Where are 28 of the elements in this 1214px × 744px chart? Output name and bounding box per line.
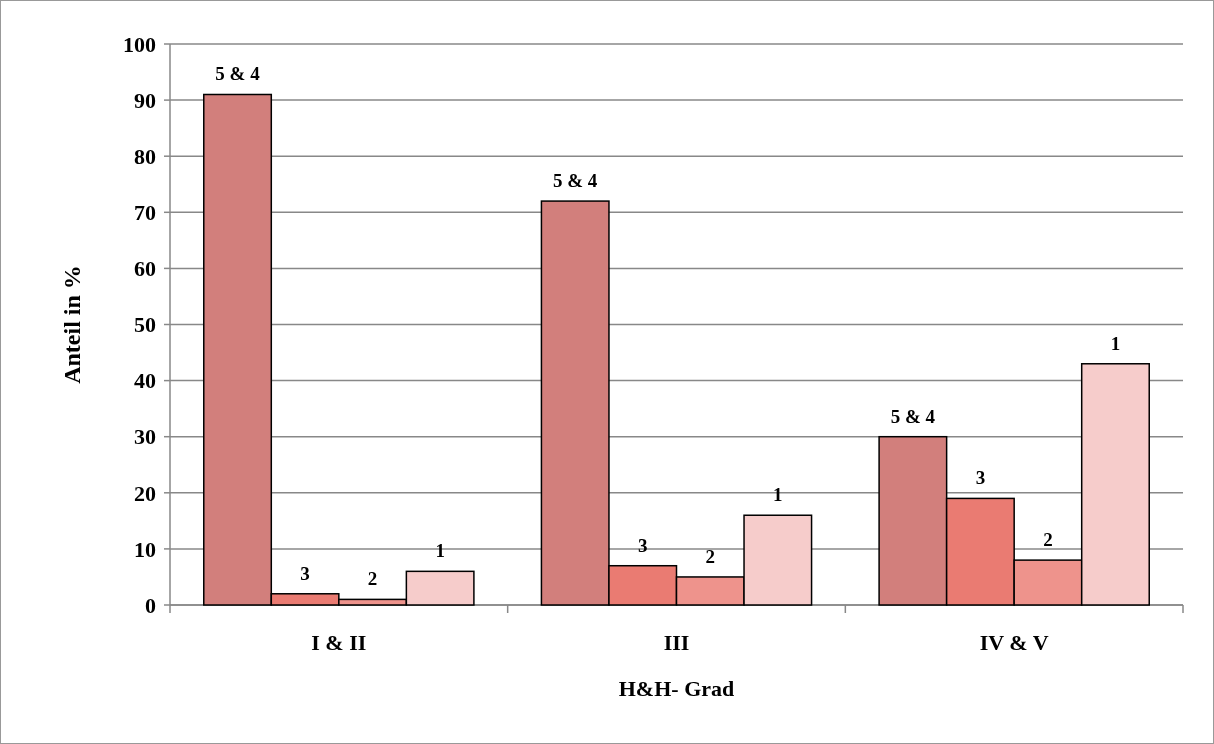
y-axis-title: Anteil in % (59, 265, 85, 384)
y-tick-label: 100 (123, 31, 156, 57)
y-tick-label: 30 (134, 424, 156, 450)
x-tick-label: I & II (311, 630, 367, 655)
text: 1 (1110, 332, 1121, 354)
y-tick-label: 40 (134, 368, 156, 394)
text: 5 & 4 (553, 170, 598, 192)
series-label: 5 & 4 (215, 63, 261, 85)
x-tick-label: IV & V (979, 630, 1049, 655)
y-tick-label: 60 (134, 256, 156, 282)
text: 2 (1043, 529, 1053, 551)
y-tick-label: 70 (134, 200, 156, 225)
y-tick-label: 10 (134, 536, 156, 562)
text: 3 (975, 467, 986, 489)
text: 3 (637, 534, 648, 556)
x-axis-title: H&H- Grad (618, 676, 735, 701)
y-tick-label: 50 (134, 312, 156, 338)
y-tick-label: 20 (134, 480, 156, 506)
series-label: 2 (367, 568, 378, 590)
text: 5 & 4 (890, 405, 936, 427)
y-tick-label: 90 (134, 87, 156, 113)
text: 2 (705, 545, 716, 567)
text: 1 (773, 484, 783, 506)
y-tick-label: 0 (145, 592, 156, 618)
y-tick-label: 80 (134, 143, 156, 169)
series-label: 3 (300, 562, 310, 584)
series-label: 1 (435, 540, 445, 562)
x-tick-label: III (663, 630, 690, 655)
